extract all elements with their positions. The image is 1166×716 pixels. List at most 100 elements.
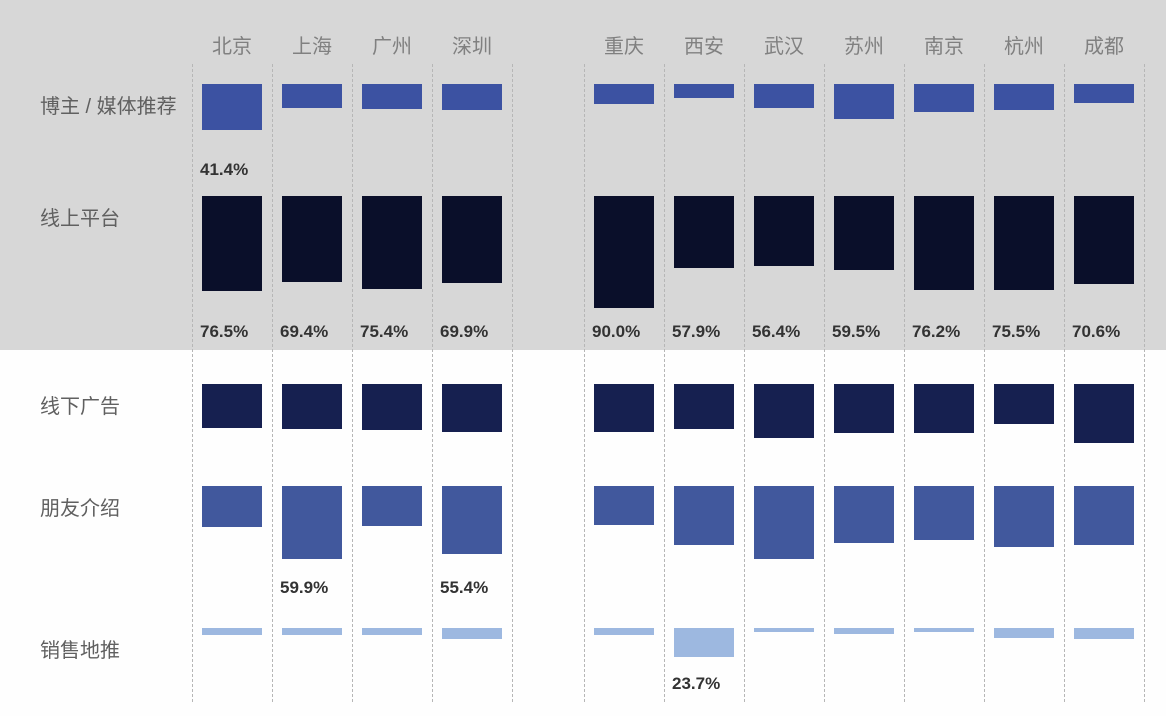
bar-sales_push-hangzhou xyxy=(994,628,1054,638)
value-label-online_platform-beijing: 76.5% xyxy=(200,322,248,342)
bar-blogger_media-guangzhou xyxy=(362,84,422,109)
value-label-friend_referral-shenzhen: 55.4% xyxy=(440,578,488,598)
bar-online_platform-nanjing xyxy=(914,196,974,290)
column-separator xyxy=(904,64,905,702)
bar-blogger_media-hangzhou xyxy=(994,84,1054,110)
bar-online_platform-guangzhou xyxy=(362,196,422,289)
bar-offline_ads-xian xyxy=(674,384,734,429)
city-header-xian: 西安 xyxy=(664,30,744,59)
bar-online_platform-xian xyxy=(674,196,734,268)
bar-sales_push-suzhou xyxy=(834,628,894,634)
bar-online_platform-chengdu xyxy=(1074,196,1134,284)
bar-offline_ads-beijing xyxy=(202,384,262,428)
bar-sales_push-beijing xyxy=(202,628,262,635)
bar-offline_ads-wuhan xyxy=(754,384,814,438)
column-separator xyxy=(272,64,273,702)
value-label-online_platform-guangzhou: 75.4% xyxy=(360,322,408,342)
row-label-online_platform: 线上平台 xyxy=(40,202,120,231)
value-label-online_platform-nanjing: 76.2% xyxy=(912,322,960,342)
city-header-chongqing: 重庆 xyxy=(584,30,664,59)
column-separator xyxy=(664,64,665,702)
bar-friend_referral-shanghai xyxy=(282,486,342,559)
city-header-nanjing: 南京 xyxy=(904,30,984,59)
bar-friend_referral-xian xyxy=(674,486,734,545)
bar-online_platform-suzhou xyxy=(834,196,894,270)
bar-blogger_media-xian xyxy=(674,84,734,98)
bar-offline_ads-hangzhou xyxy=(994,384,1054,424)
value-label-online_platform-shanghai: 69.4% xyxy=(280,322,328,342)
bar-online_platform-shanghai xyxy=(282,196,342,282)
column-separator xyxy=(192,64,193,702)
column-separator xyxy=(1064,64,1065,702)
value-label-friend_referral-shanghai: 59.9% xyxy=(280,578,328,598)
bar-blogger_media-chengdu xyxy=(1074,84,1134,103)
bar-online_platform-beijing xyxy=(202,196,262,291)
column-separator xyxy=(984,64,985,702)
bar-friend_referral-nanjing xyxy=(914,486,974,540)
bar-sales_push-nanjing xyxy=(914,628,974,632)
bar-friend_referral-beijing xyxy=(202,486,262,527)
value-label-online_platform-wuhan: 56.4% xyxy=(752,322,800,342)
city-header-wuhan: 武汉 xyxy=(744,30,824,59)
bar-friend_referral-guangzhou xyxy=(362,486,422,526)
value-label-online_platform-chongqing: 90.0% xyxy=(592,322,640,342)
city-channel-bar-matrix: 北京上海广州深圳 重庆西安武汉苏州南京杭州成都博主 / 媒体推荐线上平台线下广告朋… xyxy=(0,0,1166,716)
value-label-online_platform-xian: 57.9% xyxy=(672,322,720,342)
bar-online_platform-shenzhen xyxy=(442,196,502,283)
bar-online_platform-wuhan xyxy=(754,196,814,266)
bar-blogger_media-wuhan xyxy=(754,84,814,108)
bar-offline_ads-shenzhen xyxy=(442,384,502,432)
bar-sales_push-wuhan xyxy=(754,628,814,632)
column-separator xyxy=(744,64,745,702)
bar-online_platform-hangzhou xyxy=(994,196,1054,290)
column-separator xyxy=(824,64,825,702)
bar-blogger_media-shanghai xyxy=(282,84,342,108)
value-label-online_platform-chengdu: 70.6% xyxy=(1072,322,1120,342)
bar-friend_referral-shenzhen xyxy=(442,486,502,554)
value-label-online_platform-hangzhou: 75.5% xyxy=(992,322,1040,342)
city-header-shenzhen: 深圳 xyxy=(432,30,512,59)
bar-sales_push-chengdu xyxy=(1074,628,1134,639)
city-header-suzhou: 苏州 xyxy=(824,30,904,59)
bar-blogger_media-beijing xyxy=(202,84,262,130)
bar-blogger_media-chongqing xyxy=(594,84,654,104)
bar-offline_ads-guangzhou xyxy=(362,384,422,430)
bar-friend_referral-hangzhou xyxy=(994,486,1054,547)
city-header-beijing: 北京 xyxy=(192,30,272,59)
bar-friend_referral-chongqing xyxy=(594,486,654,525)
bar-offline_ads-chengdu xyxy=(1074,384,1134,443)
row-label-offline_ads: 线下广告 xyxy=(40,390,120,419)
bar-friend_referral-wuhan xyxy=(754,486,814,559)
bar-blogger_media-nanjing xyxy=(914,84,974,112)
column-separator xyxy=(584,64,585,702)
row-label-friend_referral: 朋友介绍 xyxy=(40,492,120,521)
bar-sales_push-shenzhen xyxy=(442,628,502,639)
bar-sales_push-chongqing xyxy=(594,628,654,635)
city-header-shanghai: 上海 xyxy=(272,30,352,59)
city-header-hangzhou: 杭州 xyxy=(984,30,1064,59)
bar-sales_push-xian xyxy=(674,628,734,657)
bar-offline_ads-suzhou xyxy=(834,384,894,433)
bar-offline_ads-nanjing xyxy=(914,384,974,433)
value-label-blogger_media-beijing: 41.4% xyxy=(200,160,248,180)
row-label-blogger_media: 博主 / 媒体推荐 xyxy=(40,90,177,119)
bar-offline_ads-chongqing xyxy=(594,384,654,432)
row-label-sales_push: 销售地推 xyxy=(40,634,120,663)
value-label-sales_push-xian: 23.7% xyxy=(672,674,720,694)
bar-sales_push-guangzhou xyxy=(362,628,422,635)
bar-blogger_media-shenzhen xyxy=(442,84,502,110)
bar-offline_ads-shanghai xyxy=(282,384,342,429)
column-separator xyxy=(352,64,353,702)
column-separator xyxy=(1144,64,1145,702)
bar-online_platform-chongqing xyxy=(594,196,654,308)
bar-sales_push-shanghai xyxy=(282,628,342,635)
value-label-online_platform-suzhou: 59.5% xyxy=(832,322,880,342)
column-separator xyxy=(432,64,433,702)
bar-friend_referral-suzhou xyxy=(834,486,894,543)
bar-friend_referral-chengdu xyxy=(1074,486,1134,545)
city-header-chengdu: 成都 xyxy=(1064,30,1144,59)
value-label-online_platform-shenzhen: 69.9% xyxy=(440,322,488,342)
bar-blogger_media-suzhou xyxy=(834,84,894,119)
column-separator xyxy=(512,64,513,702)
city-header-guangzhou: 广州 xyxy=(352,30,432,59)
